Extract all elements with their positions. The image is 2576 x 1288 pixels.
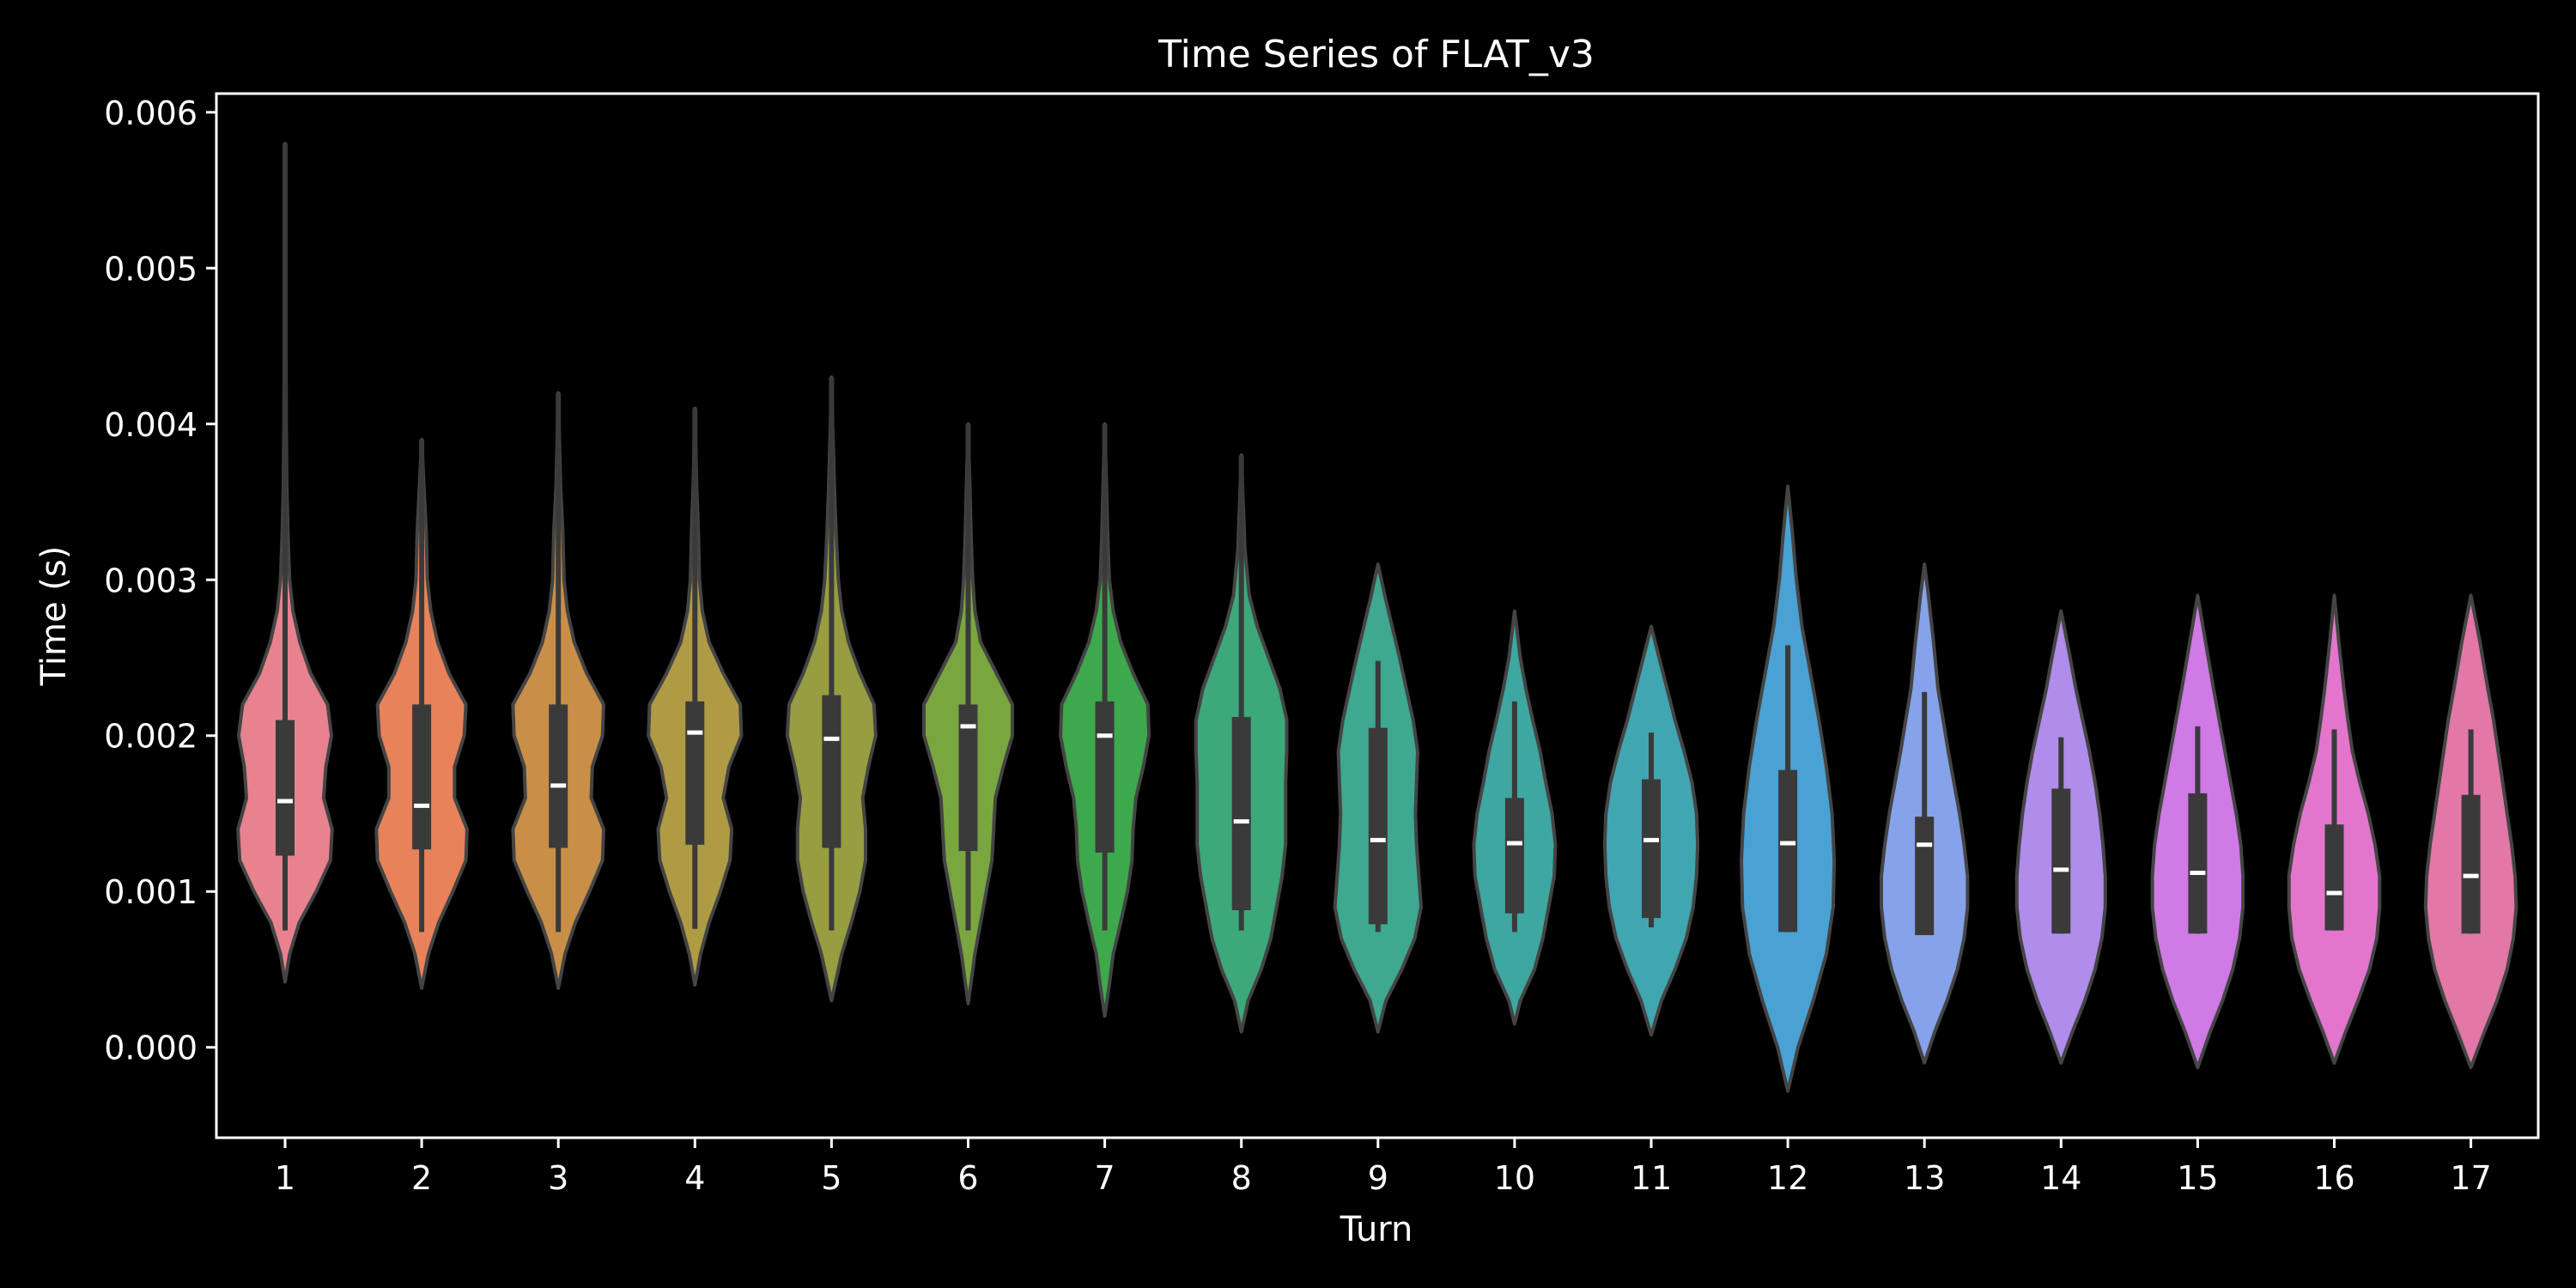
violin-iqr-box (2051, 788, 2071, 934)
violin-iqr-box (685, 701, 705, 845)
chart-title: Time Series of FLAT_v3 (1157, 33, 1595, 76)
x-tick-label: 11 (1631, 1159, 1672, 1197)
violin-iqr-box (2324, 824, 2344, 931)
x-axis: 1 2 3 4 5 6 7 8 9 10 11 12 13 14 15 16 17 (275, 1138, 2492, 1197)
y-axis: 0.000 0.001 0.002 0.003 0.004 0.005 0.006 (104, 94, 216, 1067)
violin-iqr-box (822, 695, 841, 848)
x-tick-label: 5 (821, 1159, 841, 1197)
violin-iqr-box (1642, 779, 1661, 919)
y-tick-label: 0.004 (104, 406, 197, 444)
violin-iqr-box (412, 704, 432, 850)
violin-iqr-box (1504, 798, 1524, 914)
x-tick-label: 4 (684, 1159, 705, 1197)
violin-iqr-box (2188, 793, 2208, 934)
x-tick-label: 9 (1368, 1159, 1388, 1197)
x-tick-label: 12 (1767, 1159, 1808, 1197)
violin-iqr-box (2461, 794, 2481, 934)
y-axis-label: Time (s) (34, 546, 74, 687)
violins-layer (236, 142, 2518, 1093)
y-tick-label: 0.000 (104, 1030, 197, 1067)
x-tick-label: 7 (1095, 1159, 1115, 1197)
y-tick-label: 0.003 (104, 562, 197, 599)
violin-iqr-box (276, 720, 295, 856)
y-tick-label: 0.002 (104, 718, 197, 756)
x-tick-label: 1 (275, 1159, 295, 1197)
violin-iqr-box (1095, 701, 1115, 853)
x-tick-label: 15 (2177, 1159, 2218, 1197)
x-tick-label: 3 (548, 1159, 568, 1197)
violin-iqr-box (1368, 727, 1388, 925)
x-tick-label: 10 (1494, 1159, 1535, 1197)
x-tick-label: 6 (957, 1159, 978, 1197)
y-tick-label: 0.006 (104, 94, 197, 132)
violin-iqr-box (1915, 817, 1935, 936)
violin-iqr-box (1778, 769, 1798, 933)
x-tick-label: 17 (2450, 1159, 2491, 1197)
x-tick-label: 8 (1231, 1159, 1252, 1197)
violin-iqr-box (1231, 716, 1251, 911)
y-tick-label: 0.005 (104, 250, 197, 288)
x-tick-label: 2 (411, 1159, 432, 1197)
x-axis-label: Turn (1340, 1210, 1413, 1249)
x-tick-label: 14 (2040, 1159, 2081, 1197)
y-tick-label: 0.001 (104, 873, 197, 911)
violin-iqr-box (549, 704, 568, 848)
violin-iqr-box (958, 704, 978, 852)
x-tick-label: 13 (1904, 1159, 1945, 1197)
x-tick-label: 16 (2313, 1159, 2354, 1197)
